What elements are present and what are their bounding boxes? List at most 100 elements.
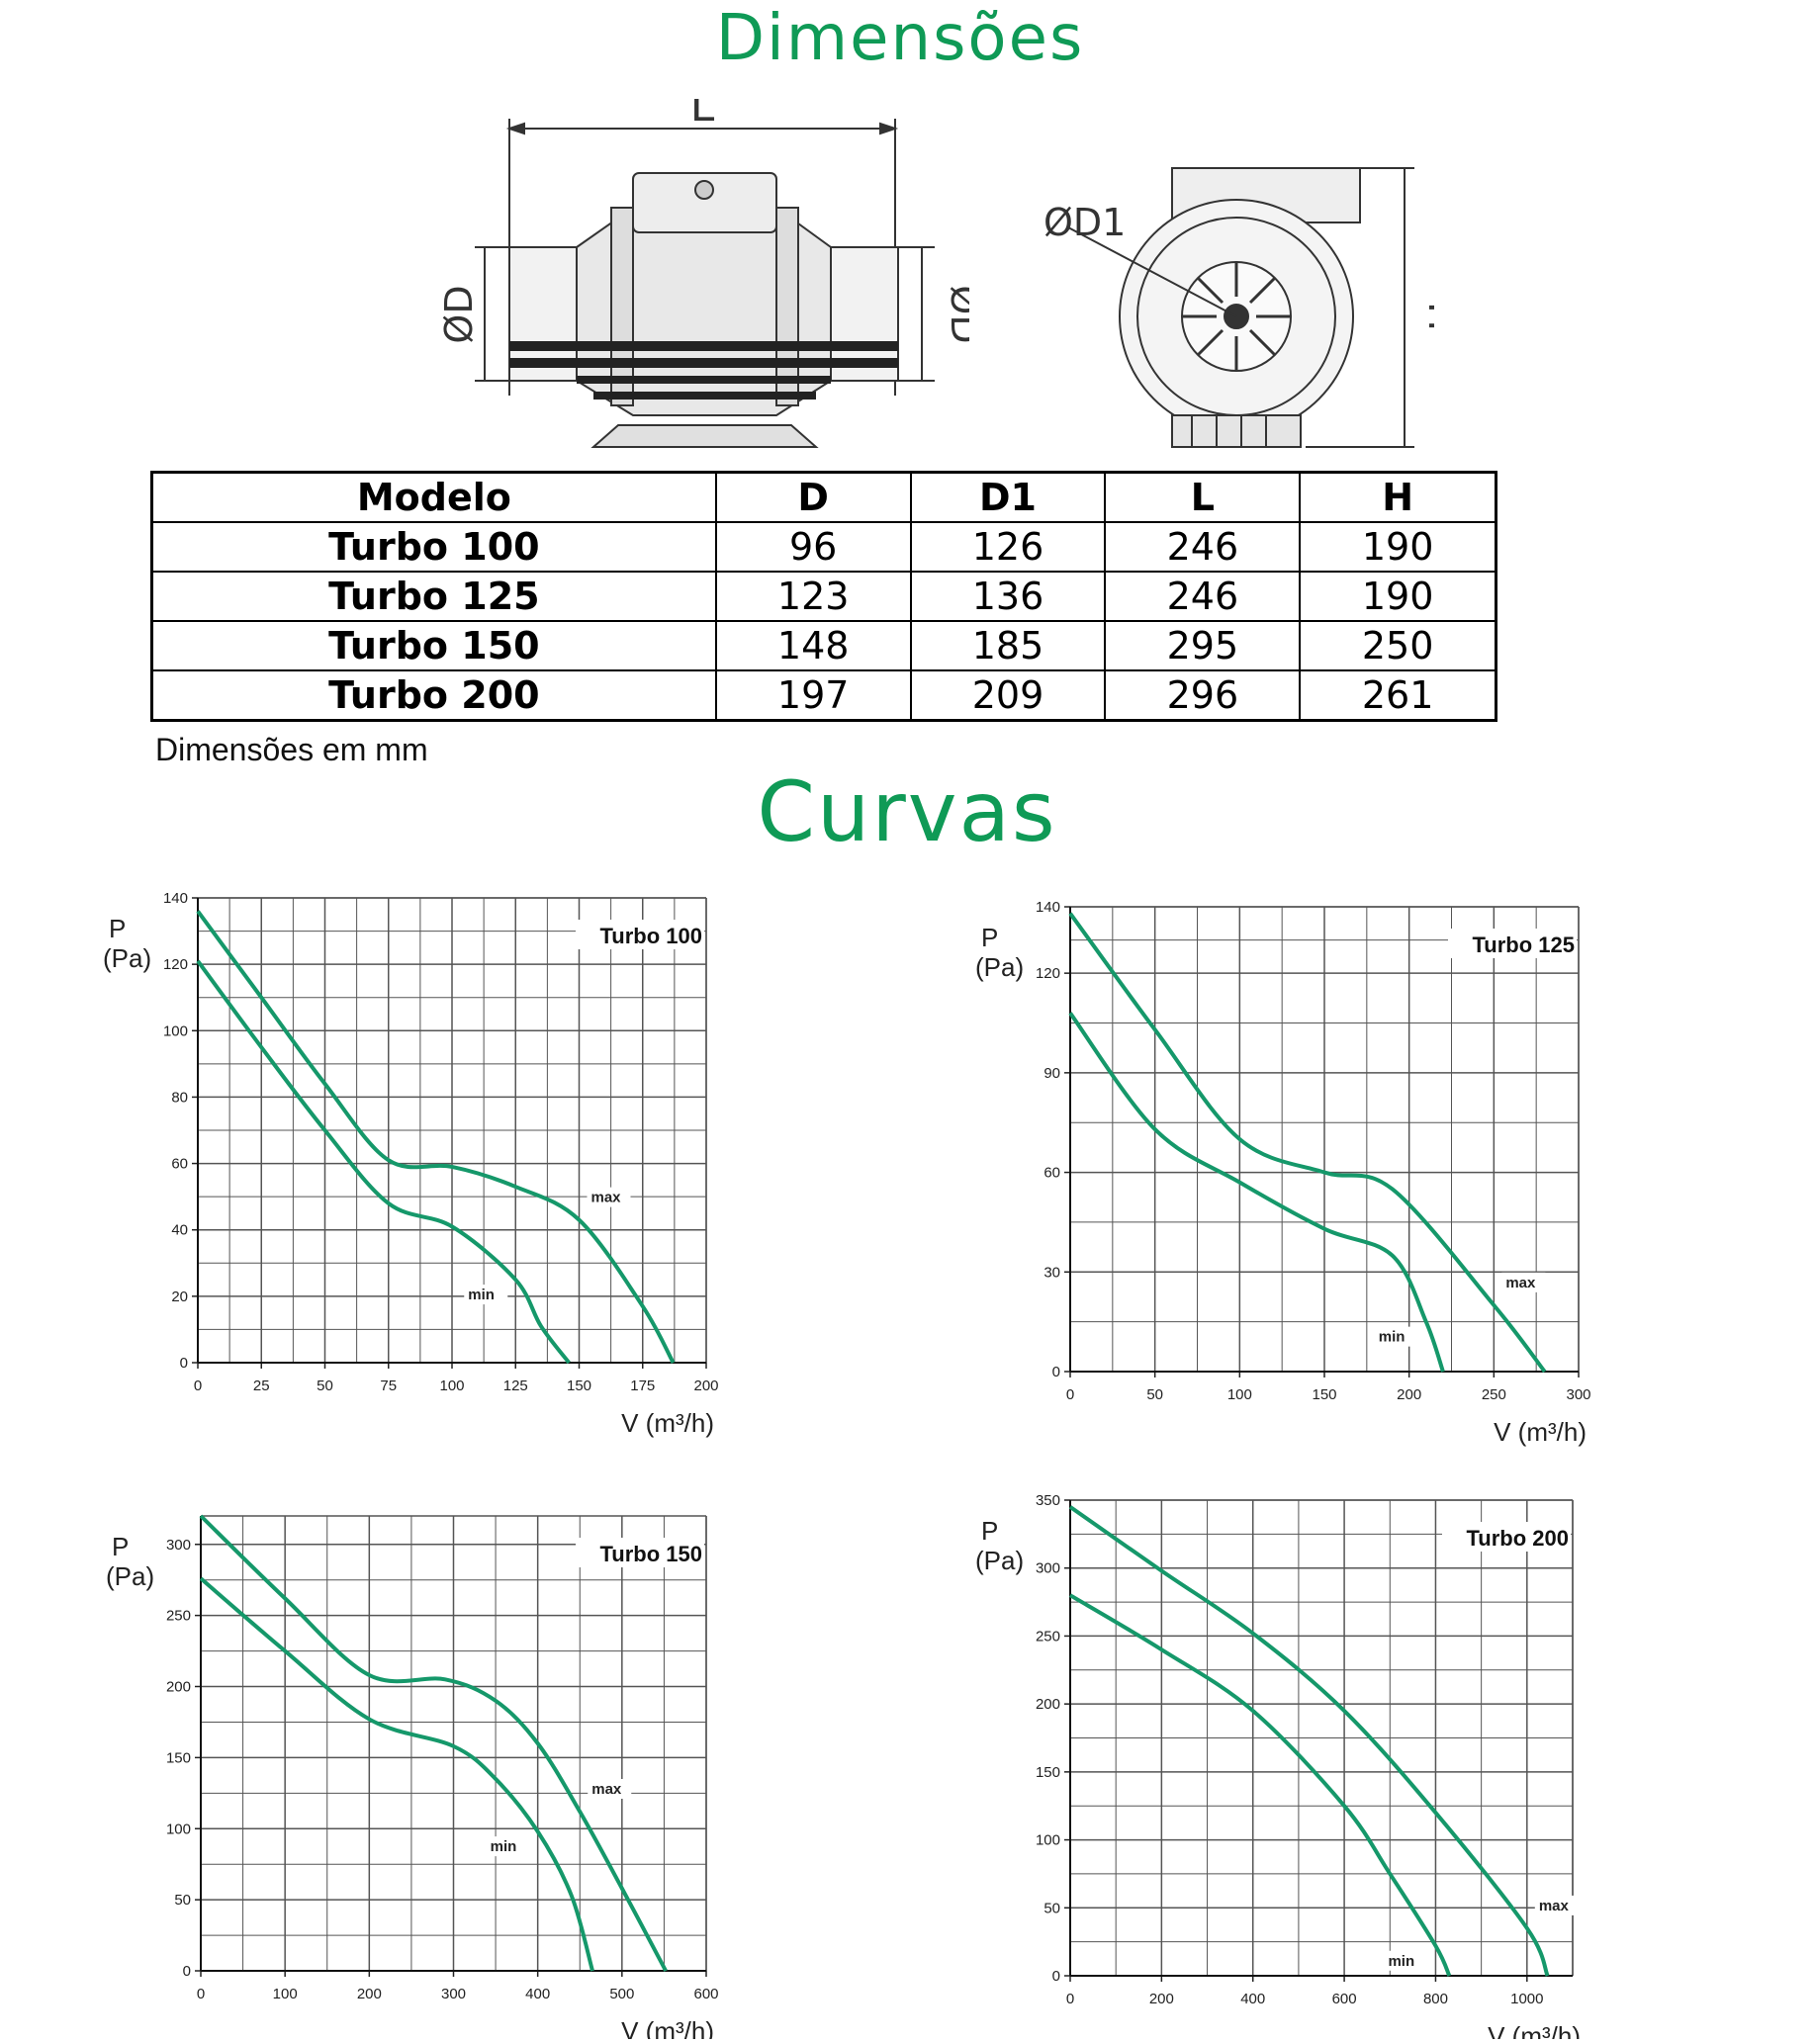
y-axis-symbol: P bbox=[109, 914, 126, 943]
series-line-min bbox=[199, 1576, 594, 1972]
y-tick-label: 80 bbox=[171, 1089, 188, 1106]
x-axis-label: V (m³/h) bbox=[1488, 2021, 1581, 2039]
h-cell: 190 bbox=[1299, 521, 1497, 573]
x-axis-label: V (m³/h) bbox=[621, 1408, 714, 1438]
x-tick-label: 500 bbox=[609, 1986, 634, 2002]
chart-title: Turbo 200 bbox=[1466, 1526, 1569, 1551]
d1-cell: 126 bbox=[909, 521, 1107, 573]
y-axis-unit: (Pa) bbox=[975, 952, 1024, 982]
chart-title-background bbox=[1448, 929, 1577, 958]
x-tick-label: 150 bbox=[567, 1377, 591, 1394]
series-label-background bbox=[1534, 1895, 1579, 1915]
series-line-min bbox=[1068, 1012, 1445, 1373]
x-tick-label: 150 bbox=[1312, 1386, 1336, 1403]
x-tick-label: 250 bbox=[1482, 1386, 1506, 1403]
x-tick-label: 200 bbox=[693, 1377, 718, 1394]
x-tick-label: 125 bbox=[503, 1377, 528, 1394]
x-tick-label: 0 bbox=[197, 1986, 205, 2002]
model-cell: Turbo 150 bbox=[150, 620, 717, 671]
y-tick-label: 0 bbox=[183, 1963, 191, 1980]
x-tick-label: 50 bbox=[317, 1377, 333, 1394]
y-axis-unit: (Pa) bbox=[103, 943, 151, 973]
x-tick-label: 100 bbox=[439, 1377, 464, 1394]
y-tick-label: 200 bbox=[1036, 1696, 1060, 1713]
series-label-max: max bbox=[591, 1190, 622, 1206]
chart-turbo-200: 0 200 400 600 800 1000 0 50 100 150 200 250 300 350 P(… bbox=[0, 1483, 1814, 2044]
series-label-background bbox=[1374, 1326, 1418, 1347]
y-axis-symbol: P bbox=[112, 1532, 129, 1561]
chart-title: Turbo 100 bbox=[599, 924, 702, 948]
curves-heading: Curvas bbox=[757, 763, 1057, 860]
chart-title-background bbox=[1442, 1522, 1571, 1552]
x-axis-label: V (m³/h) bbox=[1494, 1417, 1587, 1447]
header-model: Modelo bbox=[150, 471, 717, 523]
model-cell: Turbo 100 bbox=[150, 521, 717, 573]
x-tick-label: 400 bbox=[525, 1986, 550, 2002]
table-row: Turbo 150 148 185 295 250 bbox=[150, 620, 1497, 671]
series-line-min bbox=[1068, 1593, 1452, 1977]
y-tick-label: 60 bbox=[171, 1156, 188, 1173]
chart-title-background bbox=[576, 1538, 704, 1567]
d-cell: 123 bbox=[714, 571, 912, 622]
y-tick-label: 90 bbox=[1043, 1065, 1060, 1082]
x-tick-label: 100 bbox=[1227, 1386, 1252, 1403]
y-tick-label: 60 bbox=[1043, 1165, 1060, 1182]
series-label-min: min bbox=[491, 1838, 517, 1855]
y-tick-label: 50 bbox=[1043, 1900, 1060, 1916]
y-tick-label: 250 bbox=[166, 1608, 191, 1625]
y-tick-label: 150 bbox=[166, 1749, 191, 1766]
x-tick-label: 25 bbox=[253, 1377, 270, 1394]
y-tick-label: 150 bbox=[1036, 1764, 1060, 1781]
chart-title: Turbo 150 bbox=[599, 1542, 702, 1566]
y-tick-label: 100 bbox=[163, 1022, 188, 1039]
l-cell: 246 bbox=[1104, 571, 1302, 622]
series-line-min bbox=[196, 959, 571, 1365]
dimensions-table: Modelo D D1 L H Turbo 100 96 126 246 190… bbox=[150, 471, 1497, 722]
x-tick-label: 0 bbox=[1066, 1991, 1074, 2007]
d-cell: 96 bbox=[714, 521, 912, 573]
h-cell: 190 bbox=[1299, 571, 1497, 622]
table-row: Turbo 125 123 136 246 190 bbox=[150, 571, 1497, 622]
y-tick-label: 300 bbox=[1036, 1560, 1060, 1577]
x-tick-label: 400 bbox=[1240, 1991, 1265, 2007]
x-tick-label: 300 bbox=[441, 1986, 466, 2002]
x-tick-label: 600 bbox=[693, 1986, 718, 2002]
series-line-max bbox=[199, 1514, 668, 1972]
series-label-background bbox=[1501, 1272, 1546, 1292]
model-cell: Turbo 200 bbox=[150, 669, 717, 722]
y-axis-symbol: P bbox=[981, 1516, 998, 1546]
y-tick-label: 120 bbox=[1036, 965, 1060, 982]
series-label-min: min bbox=[1379, 1329, 1406, 1346]
chart-turbo-200-svg: 0 200 400 600 800 1000 0 50 100 150 200 250 300 350 P(… bbox=[975, 1492, 1581, 2044]
header-h: H bbox=[1299, 471, 1497, 523]
l-cell: 295 bbox=[1104, 620, 1302, 671]
chart-turbo-125-svg: 0 50 100 150 200 250 300 0 30 60 90 120 140 P(Pa) V (m… bbox=[975, 899, 1591, 1447]
chart-turbo-125: 0 50 100 150 200 250 300 0 30 60 90 120 140 P (Pa) V (m… bbox=[0, 870, 1814, 1468]
chart-turbo-150: 0 100 200 300 400 500 600 0 50 100 150 200 250 300 P (P… bbox=[0, 1483, 890, 2044]
y-tick-label: 40 bbox=[171, 1222, 188, 1239]
d-cell: 197 bbox=[714, 669, 912, 722]
y-axis-unit: (Pa) bbox=[106, 1561, 154, 1591]
x-tick-label: 175 bbox=[630, 1377, 655, 1394]
series-line-max bbox=[1068, 1505, 1550, 1977]
l-cell: 296 bbox=[1104, 669, 1302, 722]
y-tick-label: 120 bbox=[163, 956, 188, 973]
dimensions-heading: Dimensões bbox=[715, 2, 1085, 75]
series-label-background bbox=[486, 1836, 530, 1857]
series-label-max: max bbox=[1505, 1275, 1536, 1291]
x-tick-label: 0 bbox=[1066, 1386, 1074, 1403]
series-label-background bbox=[587, 1187, 631, 1207]
d1-cell: 185 bbox=[909, 620, 1107, 671]
header-l: L bbox=[1104, 471, 1302, 523]
l-cell: 246 bbox=[1104, 521, 1302, 573]
units-note: Dimensões em mm bbox=[155, 732, 428, 767]
y-tick-label: 140 bbox=[1036, 899, 1060, 916]
x-tick-label: 50 bbox=[1146, 1386, 1163, 1403]
table-row: Turbo 200 197 209 296 261 bbox=[150, 669, 1497, 722]
x-tick-label: 75 bbox=[380, 1377, 397, 1394]
series-line-max bbox=[196, 910, 676, 1364]
grid bbox=[1069, 906, 1580, 1373]
header-d: D bbox=[714, 471, 912, 523]
x-tick-label: 200 bbox=[357, 1986, 382, 2002]
y-tick-label: 0 bbox=[1052, 1968, 1060, 1985]
